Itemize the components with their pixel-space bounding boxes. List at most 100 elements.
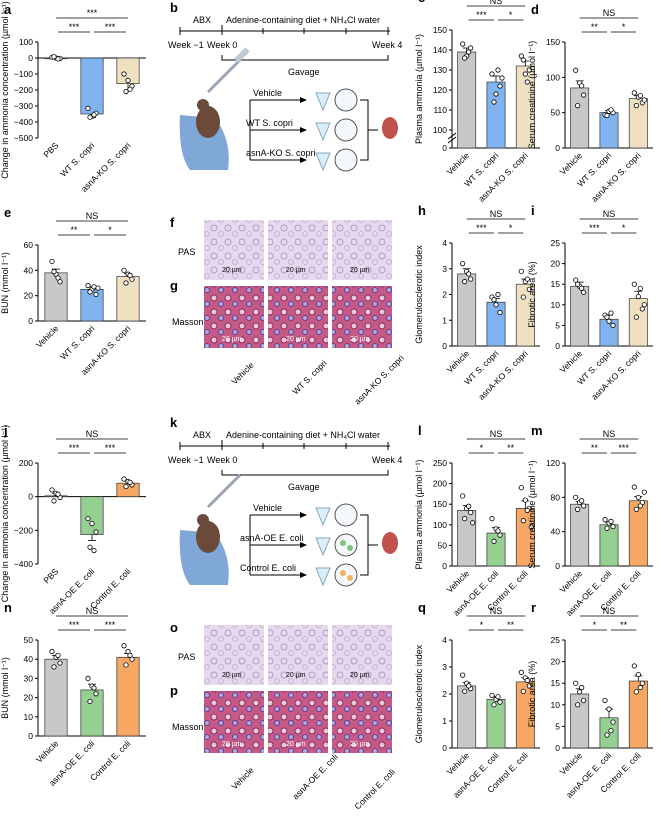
panel-label-f: f [170, 215, 175, 230]
data-point [526, 67, 532, 73]
category-label: Vehicle [445, 150, 472, 177]
data-point [51, 664, 57, 670]
bar-1 [599, 524, 619, 567]
y-tick-label: 10 [551, 300, 561, 310]
y-tick-label: 1 [442, 315, 447, 325]
sig-label: *** [105, 22, 116, 32]
panel-label-a: a [4, 2, 12, 17]
y-tick-label: 0 [442, 743, 447, 753]
sig-label: * [480, 443, 484, 453]
group-control-ecoli: Control E. coli [240, 563, 296, 573]
row-label-pas: PAS [178, 247, 195, 257]
data-point [524, 276, 530, 282]
y-tick-label: 10 [24, 712, 34, 722]
category-label: Vehicle [558, 568, 585, 595]
mouse-gavage-illustration [179, 473, 242, 585]
sig-label: ** [70, 225, 78, 235]
data-point [495, 694, 501, 700]
data-point [520, 688, 526, 694]
data-point [123, 89, 129, 95]
data-point [489, 71, 495, 77]
data-point [125, 77, 131, 84]
data-point [495, 528, 501, 534]
y-tick-label: 0 [442, 143, 447, 153]
panel-label-c: c [418, 0, 425, 5]
y-tick-label: 0 [555, 561, 560, 571]
data-point [608, 518, 614, 524]
bar-0 [44, 495, 68, 498]
y-tick-label: 50 [551, 108, 561, 118]
y-tick-label: 0 [28, 53, 33, 63]
panel-label-r: r [531, 600, 536, 615]
y-axis-label: Serum creatinine (µmol l⁻¹) [527, 460, 537, 568]
bar-1 [486, 301, 506, 347]
sig-label: NS [86, 429, 99, 439]
data-point [602, 697, 608, 704]
scale-bar-label: 20 µm [222, 741, 242, 748]
data-point [470, 520, 476, 526]
sig-label: * [108, 225, 112, 235]
category-label: WT S. copri [58, 323, 96, 361]
y-tick-label: 5 [555, 721, 560, 731]
axis-break-mark [447, 136, 457, 144]
abx-label: ABX [193, 15, 211, 25]
data-point [85, 675, 91, 682]
data-point [93, 291, 99, 297]
panel-label-k: k [170, 415, 178, 430]
data-point [635, 494, 641, 500]
data-point [49, 648, 55, 655]
chart-c: c 0 100 110 120 130 140 150 Plasma ammonia (µmol… [414, 0, 540, 204]
y-tick-label: 150 [433, 25, 447, 35]
sig-label: ** [591, 22, 599, 32]
y-tick-label: 4 [442, 635, 447, 645]
scale-bar-label: 20 µm [286, 672, 306, 679]
masson-image-1 [204, 286, 264, 348]
sig-label: *** [69, 443, 80, 453]
data-point [635, 671, 641, 678]
data-point [127, 86, 133, 92]
bar-1 [599, 112, 619, 149]
y-tick-label: 20 [24, 291, 34, 301]
y-tick-label: 10 [551, 700, 561, 710]
data-point [633, 506, 639, 512]
y-tick-label: −200 [14, 525, 33, 535]
data-point [579, 498, 585, 504]
y-tick-label: 4 [442, 238, 447, 248]
group-vehicle: Vehicle [253, 503, 282, 513]
y-tick-label: 150 [546, 37, 560, 47]
data-point [127, 479, 133, 485]
data-point [466, 683, 472, 689]
data-point [602, 517, 608, 523]
scale-bar-label: 20 µm [286, 267, 306, 274]
category-label: Vehicle [558, 150, 585, 177]
data-point [520, 294, 526, 300]
data-point [518, 669, 524, 676]
data-point [604, 732, 610, 738]
data-point [491, 538, 497, 544]
sig-label: * [509, 10, 513, 20]
data-point [121, 476, 127, 482]
y-tick-label: −300 [14, 101, 33, 111]
data-point [575, 702, 581, 708]
data-point [468, 45, 474, 51]
data-point [491, 99, 497, 105]
data-point [462, 55, 468, 61]
schematic-k: k ABX Adenine-containing diet + NH₄Cl wa… [168, 415, 402, 587]
data-point [520, 518, 526, 524]
pas-image-1 [204, 220, 264, 280]
data-point [121, 71, 127, 77]
y-tick-label: 0 [555, 341, 560, 351]
bar-2 [116, 656, 140, 737]
chart-j: j −400 −200 0 200 Change in ammonia concentra… [0, 423, 146, 616]
data-point [460, 493, 466, 499]
sig-label: NS [86, 606, 99, 616]
data-point [604, 112, 610, 119]
data-point [49, 258, 55, 265]
data-point [87, 114, 93, 120]
y-tick-label: 200 [19, 458, 33, 468]
bar-1 [486, 699, 506, 749]
sig-label: *** [105, 620, 116, 630]
data-point [121, 643, 127, 649]
y-tick-label: 250 [433, 458, 447, 468]
